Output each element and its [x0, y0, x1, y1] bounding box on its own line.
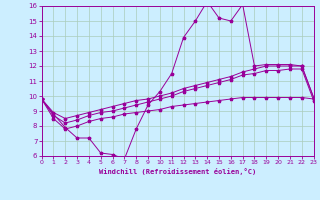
X-axis label: Windchill (Refroidissement éolien,°C): Windchill (Refroidissement éolien,°C)	[99, 168, 256, 175]
